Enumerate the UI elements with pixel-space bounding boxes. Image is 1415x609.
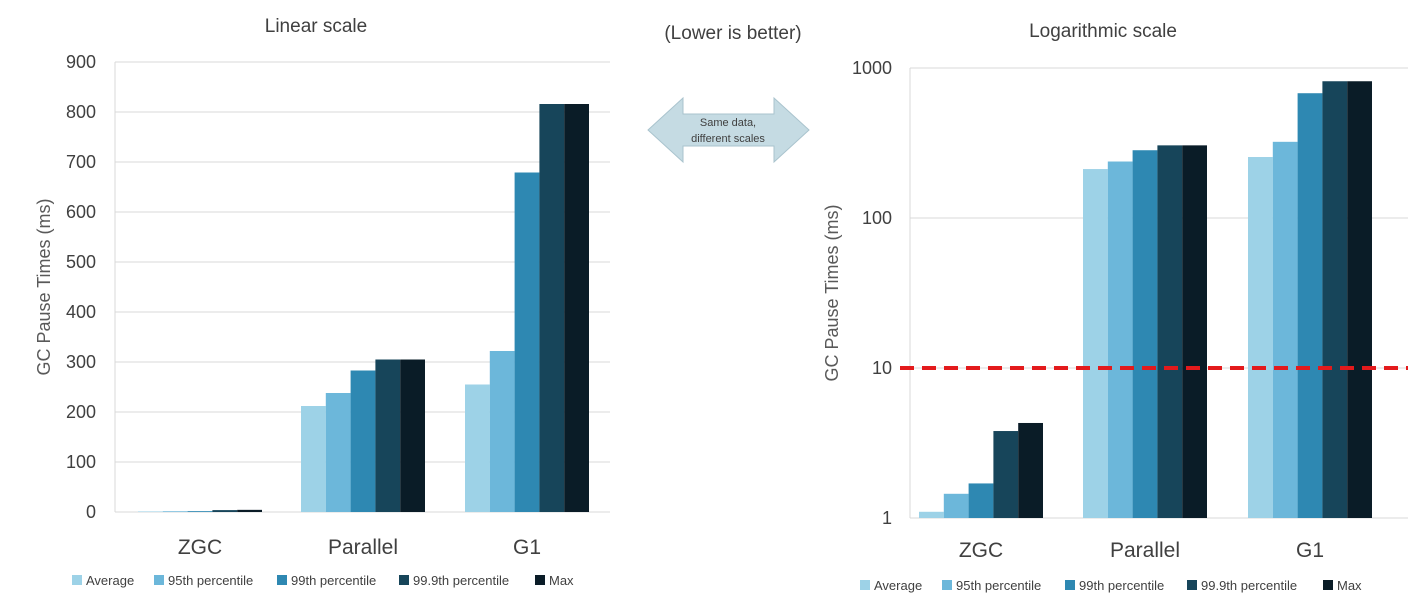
bar <box>1132 150 1158 518</box>
legend-swatch <box>860 580 870 590</box>
log-scale-chart: Logarithmic scale GC Pause Times (ms) 1 10 1… <box>822 21 1408 593</box>
legend-swatch <box>942 580 952 590</box>
legend-label: Average <box>86 573 134 588</box>
category-label: Parallel <box>328 536 398 559</box>
linear-scale-chart: Linear scale GC Pause Times (ms) 0 100 200 30… <box>34 16 610 588</box>
legend-label: Average <box>874 578 922 593</box>
bar <box>1107 161 1133 518</box>
bar <box>465 384 490 512</box>
legend-label: 95th percentile <box>168 573 253 588</box>
category-label: ZGC <box>959 539 1003 562</box>
bar <box>375 359 401 512</box>
legend-swatch <box>1187 580 1197 590</box>
category-label: G1 <box>1296 539 1324 562</box>
bar <box>350 370 376 512</box>
y-tick-label: 700 <box>66 152 96 172</box>
bar <box>919 511 944 518</box>
bar <box>187 511 213 512</box>
y-tick-label: 800 <box>66 102 96 122</box>
bar <box>301 406 326 512</box>
bar <box>1322 81 1348 519</box>
bar <box>514 172 540 512</box>
bar <box>1248 157 1273 518</box>
legend-swatch <box>399 575 409 585</box>
bar <box>325 393 351 512</box>
y-tick-label: 900 <box>66 52 96 72</box>
legend-swatch <box>1065 580 1075 590</box>
chart-title: Logarithmic scale <box>1029 21 1177 42</box>
legend-swatch <box>154 575 164 585</box>
bar <box>968 483 994 518</box>
y-axis-label: GC Pause Times (ms) <box>34 198 54 375</box>
y-tick-label: 1000 <box>852 58 892 78</box>
y-tick-label: 10 <box>872 358 892 378</box>
bar <box>1182 145 1207 518</box>
legend-label: 99th percentile <box>291 573 376 588</box>
bar <box>1018 422 1043 518</box>
y-tick-label: 200 <box>66 402 96 422</box>
bar <box>212 510 238 512</box>
bar <box>943 493 969 518</box>
legend-label: 99.9th percentile <box>413 573 509 588</box>
arrow-text-line2: different scales <box>691 133 765 145</box>
double-arrow-icon: Same data, different scales <box>647 96 810 164</box>
lower-is-better-note: (Lower is better) <box>664 23 801 44</box>
y-tick-label: 300 <box>66 352 96 372</box>
y-tick-label: 100 <box>862 208 892 228</box>
legend-swatch <box>277 575 287 585</box>
bar <box>1083 169 1108 518</box>
category-label: G1 <box>513 536 541 559</box>
legend-label: 99th percentile <box>1079 578 1164 593</box>
legend-label: 99.9th percentile <box>1201 578 1297 593</box>
bar <box>162 511 188 512</box>
category-label: Parallel <box>1110 539 1180 562</box>
legend-label: Max <box>1337 578 1362 593</box>
legend-swatch <box>1323 580 1333 590</box>
legend-label: Max <box>549 573 574 588</box>
bar <box>1272 141 1298 518</box>
bar <box>1297 93 1323 518</box>
y-tick-label: 1 <box>882 508 892 528</box>
y-tick-label: 500 <box>66 252 96 272</box>
bar <box>138 511 163 512</box>
bar <box>1347 81 1372 519</box>
y-tick-label: 600 <box>66 202 96 222</box>
bar <box>237 509 262 512</box>
bar <box>400 359 425 512</box>
bar <box>1157 145 1183 518</box>
y-axis-label: GC Pause Times (ms) <box>822 204 842 381</box>
bar <box>539 104 565 512</box>
chart-title: Linear scale <box>265 16 367 37</box>
bar <box>993 431 1019 518</box>
category-label: ZGC <box>178 536 222 559</box>
bar <box>564 104 589 512</box>
y-tick-label: 0 <box>86 502 96 522</box>
y-tick-label: 100 <box>66 452 96 472</box>
legend-swatch <box>535 575 545 585</box>
bar <box>489 351 515 512</box>
y-tick-label: 400 <box>66 302 96 322</box>
arrow-text-line1: Same data, <box>700 117 756 129</box>
legend-label: 95th percentile <box>956 578 1041 593</box>
legend-swatch <box>72 575 82 585</box>
